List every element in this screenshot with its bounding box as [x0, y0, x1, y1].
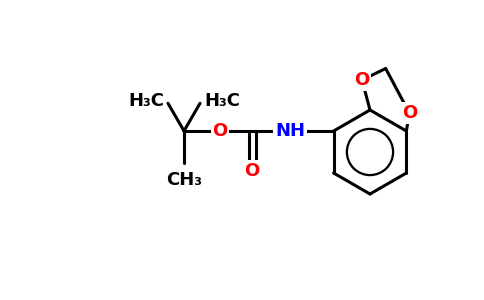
Text: O: O	[244, 162, 259, 180]
Text: O: O	[354, 71, 370, 89]
Text: O: O	[402, 104, 417, 122]
Text: O: O	[212, 122, 227, 140]
Text: CH₃: CH₃	[166, 171, 202, 189]
Text: NH: NH	[275, 122, 305, 140]
Text: H₃C: H₃C	[204, 92, 240, 110]
Text: H₃C: H₃C	[128, 92, 164, 110]
